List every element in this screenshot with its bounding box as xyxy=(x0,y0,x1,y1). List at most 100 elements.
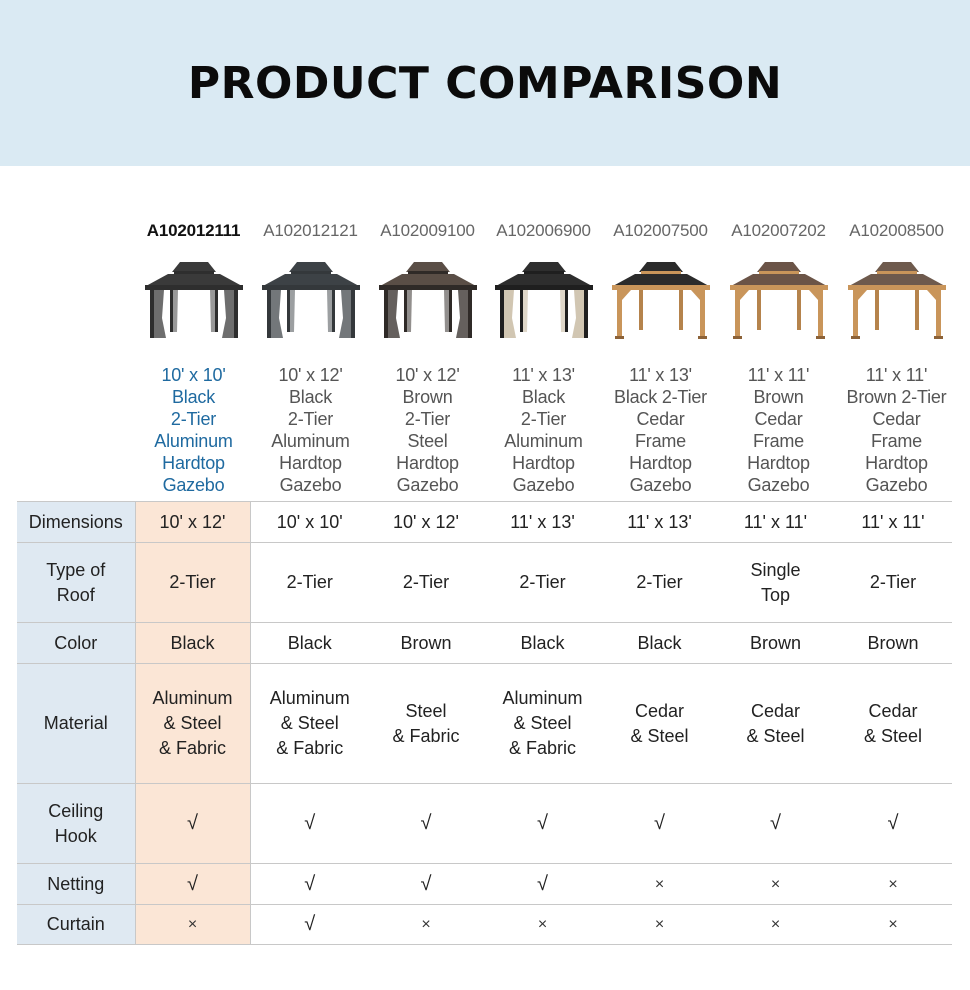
product-name-line: Brown xyxy=(753,387,804,407)
product-name-line: Gazebo xyxy=(865,475,928,495)
cell-text: Black xyxy=(287,632,332,653)
row-label-text: Ceiling xyxy=(48,800,104,821)
product-name-line: Gazebo xyxy=(747,475,810,495)
product-name-line: Hardtop xyxy=(865,453,928,473)
check-mark-icon: √ xyxy=(887,812,899,834)
product-name-line: Steel xyxy=(407,431,448,451)
cell-text: Cedar xyxy=(750,700,801,721)
gazebo-image xyxy=(261,262,360,338)
product-name-line: Hardtop xyxy=(512,453,575,473)
check-mark-icon: √ xyxy=(654,812,665,834)
row-label-text: Color xyxy=(54,632,98,653)
product-column: A102007500 11' x 13' Black 2-Tier Cedar Fram… xyxy=(602,218,719,496)
table-cell: √ xyxy=(250,863,369,905)
row-label: Dimensions xyxy=(17,501,136,543)
cell-text: & Steel xyxy=(163,713,222,733)
product-name-line: Aluminum xyxy=(271,431,350,451)
cell-text: & Steel xyxy=(630,725,689,746)
product-name-line: 2-Tier xyxy=(287,409,334,429)
cross-mark-icon: × xyxy=(537,916,548,933)
product-name-line: Brown xyxy=(402,387,453,407)
table-cell: Aluminum & Steel & Fabric xyxy=(483,663,602,784)
product-name-line: Black xyxy=(288,387,333,407)
product-name-line: Hardtop xyxy=(629,453,692,473)
product-name: 11' x 11' Brown Cedar Frame Hardtop Gazebo xyxy=(720,364,837,496)
gazebo-image xyxy=(729,262,828,339)
row-label: Curtain xyxy=(17,904,136,945)
product-name-line: 2-Tier xyxy=(404,409,451,429)
cell-text: 11' x 13' xyxy=(510,511,575,532)
table-row: Color Black Black Brown Black Black Brown Brown xyxy=(17,622,952,664)
cell-text: 2-Tier xyxy=(519,572,566,592)
table-cell: √ xyxy=(602,783,717,864)
cross-mark-icon: × xyxy=(770,875,781,893)
cell-text: & Fabric xyxy=(392,725,460,746)
table-cell: 11' x 13' xyxy=(483,501,602,543)
table-cell: 11' x 11' xyxy=(717,501,834,543)
table-cell: 11' x 13' xyxy=(602,501,717,543)
product-sku: A102012111 xyxy=(146,221,241,240)
check-mark-icon: √ xyxy=(420,872,432,895)
product-name-line: Hardtop xyxy=(162,453,225,473)
product-name-line: Black xyxy=(521,387,566,407)
check-mark-icon: √ xyxy=(770,812,781,834)
row-label-text: Dimensions xyxy=(28,511,123,532)
product-column: A102006900 11' x 13' Black 2-Tier Aluminum Ha… xyxy=(485,218,602,496)
cell-text: Brown xyxy=(867,632,919,653)
product-name-line: 11' x 13' xyxy=(629,365,692,385)
row-label-text: Netting xyxy=(47,873,105,894)
row-label: Ceiling Hook xyxy=(17,783,136,864)
product-thumbnail xyxy=(602,250,719,350)
cell-text: 10' x 12' xyxy=(159,511,226,532)
cross-mark-icon: × xyxy=(888,875,898,893)
product-name: 10' x 10' Black 2-Tier Aluminum Hardtop Gazeb… xyxy=(135,364,252,496)
product-name-line: Gazebo xyxy=(396,475,459,495)
table-row: Netting √ √ √ √ × × × xyxy=(17,863,952,905)
cell-text: Aluminum xyxy=(502,688,583,708)
table-row: Type of Roof 2-Tier 2-Tier 2-Tier 2-Tier 2-Tie… xyxy=(17,542,952,623)
cross-mark-icon: × xyxy=(421,916,431,933)
row-label: Material xyxy=(17,663,136,784)
table-cell: √ xyxy=(369,863,483,905)
table-cell: Black xyxy=(602,622,717,664)
cell-text: 11' x 13' xyxy=(627,511,692,532)
product-name: 11' x 13' Black 2-Tier Cedar Frame Hardtop Ga… xyxy=(602,364,719,496)
table-cell: 2-Tier xyxy=(369,542,483,623)
product-name-line: 11' x 13' xyxy=(512,365,575,385)
product-name-line: 2-Tier xyxy=(170,409,217,429)
cell-text: Black xyxy=(637,632,682,653)
comparison-table: Dimensions 10' x 12' 10' x 10' 10' x 12' 11'… xyxy=(17,501,952,945)
cell-text: Steel xyxy=(405,700,447,721)
row-label-text: Curtain xyxy=(46,914,105,934)
product-name: 10' x 12' Brown 2-Tier Steel Hardtop Gazebo xyxy=(369,364,486,496)
cell-text: 11' x 11' xyxy=(743,511,808,532)
table-cell: Black xyxy=(135,622,251,664)
cross-mark-icon: × xyxy=(770,916,781,933)
cell-text: 2-Tier xyxy=(402,572,450,592)
table-cell: √ xyxy=(250,783,369,864)
product-name-line: Black xyxy=(171,387,216,407)
cell-text: 2-Tier xyxy=(636,572,683,592)
table-cell: Brown xyxy=(369,622,483,664)
table-cell: √ xyxy=(369,783,483,864)
cell-text: 11' x 11' xyxy=(861,511,925,532)
product-name-line: Gazebo xyxy=(162,475,225,495)
product-name-line: 2-Tier xyxy=(520,409,567,429)
gazebo-image xyxy=(144,262,243,338)
product-sku: A102012121 xyxy=(263,221,358,240)
table-cell: × xyxy=(369,904,483,945)
table-cell: Steel & Fabric xyxy=(369,663,483,784)
table-cell: 2-Tier xyxy=(602,542,717,623)
table-cell: √ xyxy=(834,783,952,864)
product-name-line: Hardtop xyxy=(279,453,342,473)
table-cell: 2-Tier xyxy=(135,542,251,623)
product-thumbnail xyxy=(369,250,486,350)
table-cell: Aluminum & Steel & Fabric xyxy=(135,663,251,784)
table-cell: 2-Tier xyxy=(250,542,369,623)
product-name-line: Frame xyxy=(752,431,804,451)
row-label-text: Roof xyxy=(56,584,95,605)
cell-text: & Fabric xyxy=(158,738,227,758)
product-name-line: Aluminum xyxy=(504,431,583,451)
table-cell: × xyxy=(483,904,602,945)
product-sku: A102009100 xyxy=(380,221,475,240)
